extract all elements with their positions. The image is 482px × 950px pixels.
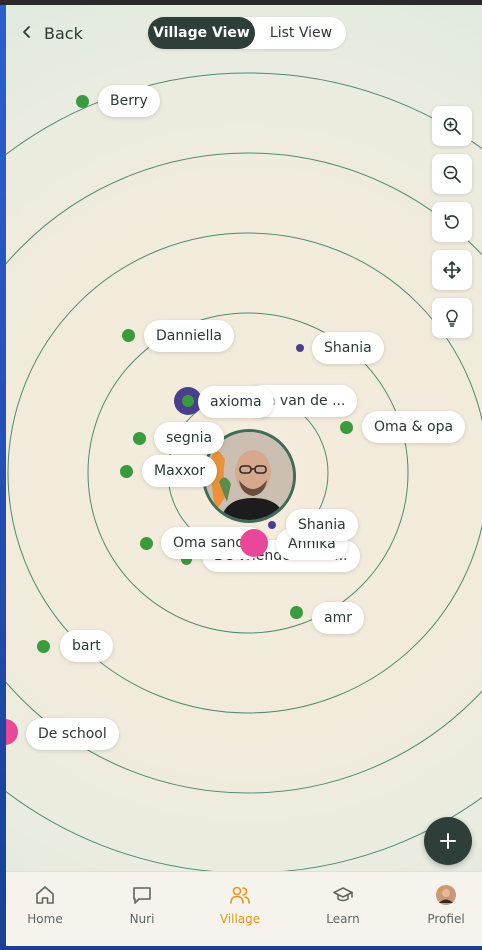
ring-2: [87, 312, 409, 634]
person-label-oma-opa[interactable]: Oma & opa: [362, 411, 466, 443]
nav-learn[interactable]: Learn: [303, 884, 383, 926]
zoom-in-icon: [443, 117, 461, 135]
zoom-out-icon: [443, 165, 461, 183]
person-dot[interactable]: [76, 95, 89, 108]
ring-4: [6, 152, 482, 794]
person-avatar-purple[interactable]: [174, 387, 202, 415]
window-top-edge: [0, 0, 482, 5]
person-dot[interactable]: [133, 432, 146, 445]
person-label-axioma[interactable]: axioma: [198, 386, 274, 418]
person-label-shania[interactable]: Shania: [312, 332, 384, 364]
move-icon: [443, 261, 461, 279]
village-map[interactable]: Berry Danniella Shania en van de ... axi…: [6, 61, 482, 876]
person-label-shania[interactable]: Shania: [286, 509, 358, 541]
person-label-bart[interactable]: bart: [60, 630, 113, 662]
graduation-cap-icon: [333, 887, 353, 902]
back-button[interactable]: Back: [20, 20, 83, 46]
zoom-in-button[interactable]: [432, 106, 472, 146]
person-dot[interactable]: [296, 344, 304, 352]
nav-nuri[interactable]: Nuri: [102, 884, 182, 926]
person-label-de-school[interactable]: De school: [26, 718, 119, 750]
users-icon: [230, 886, 250, 904]
nav-village[interactable]: Village: [200, 884, 280, 926]
lightbulb-icon: [446, 309, 458, 327]
tab-list-view[interactable]: List View: [269, 25, 333, 41]
person-dot[interactable]: [290, 606, 303, 619]
nav-profiel-label: Profiel: [427, 912, 465, 926]
add-person-button[interactable]: [424, 817, 472, 865]
person-dot[interactable]: [181, 554, 192, 565]
nav-home[interactable]: Home: [6, 884, 85, 926]
person-label-maxxor[interactable]: Maxxor: [142, 455, 218, 487]
person-label-en-van-de[interactable]: en van de ...: [246, 385, 358, 417]
back-label: Back: [44, 23, 83, 43]
person-dot[interactable]: [340, 421, 353, 434]
nav-nuri-label: Nuri: [129, 912, 155, 926]
tab-village-view[interactable]: Village View: [148, 17, 255, 49]
nav-learn-label: Learn: [326, 912, 360, 926]
person-label-amr[interactable]: amr: [312, 602, 364, 634]
plus-icon: [440, 833, 456, 849]
ring-3: [7, 232, 482, 714]
person-dot[interactable]: [37, 640, 50, 653]
app-window: Back Village View List View: [6, 5, 482, 946]
person-dot[interactable]: [6, 719, 18, 745]
person-dot[interactable]: [140, 537, 153, 550]
person-dot[interactable]: [122, 329, 135, 342]
move-button[interactable]: [432, 250, 472, 290]
chat-icon: [133, 887, 151, 904]
profile-avatar-icon: [436, 885, 456, 905]
bottom-nav: Home Nuri Village Learn Profiel: [6, 871, 482, 946]
person-avatar-pink[interactable]: [240, 529, 268, 557]
reset-icon: [444, 214, 459, 229]
person-label-segnia[interactable]: segnia: [154, 422, 225, 454]
reset-view-button[interactable]: [432, 202, 472, 242]
person-label-danniella[interactable]: Danniella: [144, 320, 234, 352]
zoom-out-button[interactable]: [432, 154, 472, 194]
person-dot[interactable]: [268, 521, 276, 529]
view-toggle: Village View List View: [148, 17, 346, 49]
nav-profiel[interactable]: Profiel: [406, 884, 482, 926]
nav-home-label: Home: [27, 912, 63, 926]
tips-button[interactable]: [432, 298, 472, 338]
person-dot[interactable]: [120, 465, 133, 478]
nav-village-label: Village: [219, 912, 261, 926]
person-label-berry[interactable]: Berry: [98, 85, 160, 117]
header: Back Village View List View: [6, 5, 482, 61]
chevron-left-icon: [20, 24, 34, 43]
home-icon: [36, 886, 54, 904]
